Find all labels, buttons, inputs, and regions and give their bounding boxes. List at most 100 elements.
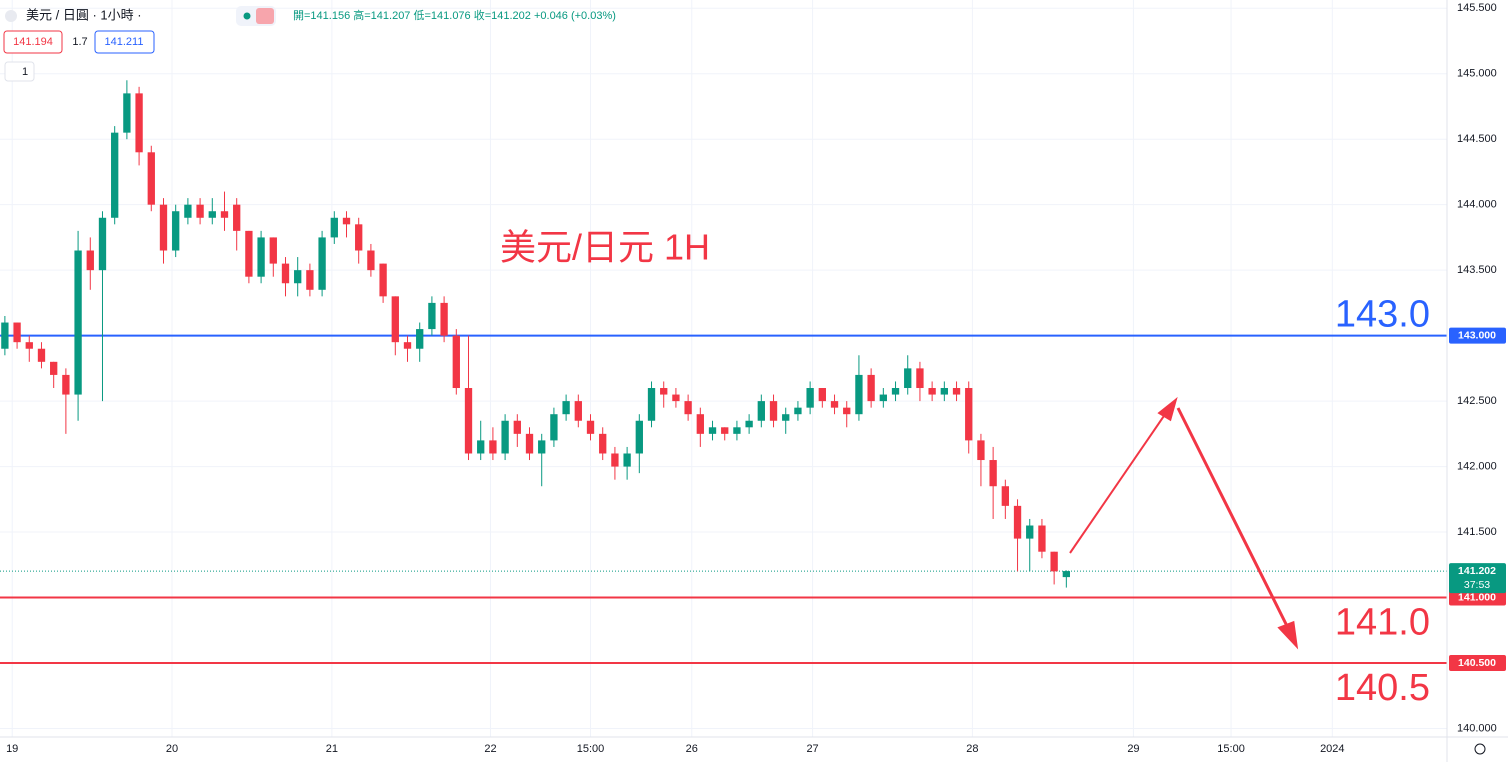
level-price-box [1449,327,1506,344]
grid-layer [0,0,1447,737]
candle-body [928,388,936,395]
level-annotation: 141.0 [1335,602,1430,644]
x-tick-label: 29 [1127,743,1139,755]
x-tick-label: 21 [326,743,338,755]
candle-body [416,329,424,349]
level-price-label: 143.000 [1458,329,1496,341]
candle-body [330,217,338,238]
candle-body [50,361,58,375]
candle-body [745,420,753,428]
level-price-box [1449,655,1506,672]
candle-body [1050,551,1058,572]
y-tick-label: 145.500 [1457,2,1497,14]
candle-body [355,224,363,251]
candle-body [245,230,253,277]
candle-body [281,263,290,284]
candle-body [403,342,412,349]
x-tick-label: 28 [966,743,978,755]
candle-body [257,237,265,277]
candle-body [25,342,33,349]
sell-price[interactable]: 141.194 [13,36,53,48]
candle-body [489,440,497,454]
x-tick-label: 2024 [1320,743,1344,755]
level-price-label: 141.000 [1458,591,1496,603]
spread: 1.7 [72,36,87,48]
candle-body [367,250,375,271]
candle-body [538,440,546,454]
lot[interactable]: 1 [22,66,28,78]
level-annotation: 143.0 [1335,294,1430,336]
x-tick-label: 20 [166,743,178,755]
candle-body [769,401,778,421]
settings-icon[interactable] [1474,743,1486,755]
candle-body [660,388,668,395]
buy-button[interactable] [94,30,155,54]
candle-body [147,152,155,205]
y-tick-label: 143.500 [1457,264,1497,276]
sell-button[interactable] [3,30,63,54]
candle-body [98,217,107,271]
candle-body [879,394,887,402]
x-tick-label: 15:00 [1217,743,1245,755]
candle-body [965,388,973,441]
candle-body [977,440,985,461]
y-tick-label: 144.000 [1457,199,1497,211]
candle-body [513,420,521,434]
candle-body [782,414,790,421]
forecast-arrow [1069,396,1299,650]
candle-body [379,263,387,297]
candle-body [86,250,94,271]
candle-body [623,453,631,467]
candle-body [550,414,558,441]
candle-body [794,407,802,415]
candle-body [135,93,143,153]
candle-body [428,302,436,330]
candle-body [708,427,717,434]
candle-body [196,204,204,218]
x-tick-label: 15:00 [577,743,605,755]
candle-body [635,420,643,454]
candle-body [586,420,595,434]
ohlc-legend: 開=141.156 高=141.207 低=141.076 收=141.202 … [293,8,616,22]
y-tick-label: 145.000 [1457,68,1497,80]
level-layer [0,334,1447,665]
candle-body [525,433,534,454]
y-tick-label: 144.500 [1457,133,1497,145]
candle-body [952,388,961,395]
candle-body [13,322,21,343]
level-price-box [1449,589,1506,606]
candle-body [1013,505,1022,539]
candle-body [111,132,119,218]
candle-body [855,374,863,415]
buy-price[interactable]: 141.211 [105,36,144,48]
candle-body [867,374,875,402]
collapse-button[interactable] [4,61,35,82]
candle-body [904,368,912,389]
candle-body [562,401,570,415]
y-tick-label: 140.000 [1457,722,1497,734]
candle-body [208,211,216,218]
annotation: 美元/日元 1H [500,227,710,268]
level-annotation: 140.5 [1335,667,1430,709]
candle-body [611,453,619,467]
candle-body [989,460,997,487]
candle-body [891,388,900,395]
candle-body [464,388,473,454]
candle-body [220,211,229,218]
candle-body [1,322,9,349]
candle-layer [1,80,1070,588]
candle-body [318,237,326,290]
x-tick-label: 26 [686,743,698,755]
candle-body [818,388,826,402]
y-tick-label: 142.500 [1457,395,1497,407]
candle-body [830,401,839,408]
candle-body [159,204,168,251]
symbol-title: 美元 / 日圓 · 1小時 · [26,7,142,22]
x-tick-label: 19 [6,743,18,755]
candle-body [294,270,302,284]
candle-body [342,217,351,225]
candle-body [452,335,460,389]
candle-body [501,420,509,454]
candle-body [916,368,924,389]
